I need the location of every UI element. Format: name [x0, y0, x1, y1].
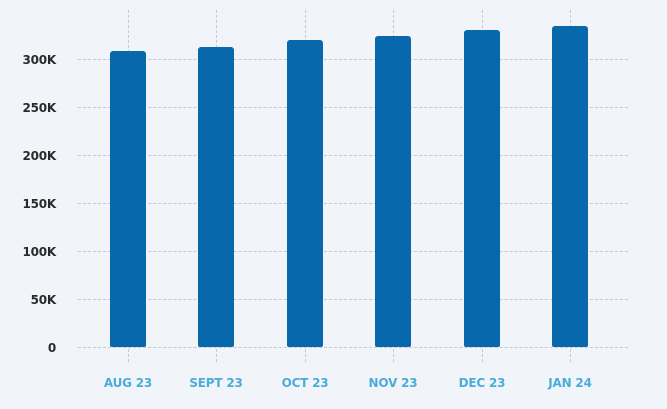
x-axis-tick-label: JAN 24 [548, 376, 592, 390]
x-axis-tick-label: DEC 23 [458, 376, 506, 390]
gridline-horizontal [78, 203, 628, 204]
bar-oct-23[interactable] [287, 40, 323, 347]
y-axis-tick-label: 200K [22, 149, 56, 163]
bar-dec-23[interactable] [464, 30, 500, 347]
y-axis-tick-label: 150K [22, 197, 56, 211]
gridline-horizontal [78, 107, 628, 108]
y-axis-tick-label: 300K [22, 53, 56, 67]
gridline-horizontal [78, 251, 628, 252]
y-axis-tick-label: 0 [47, 341, 56, 355]
x-axis-tick-label: AUG 23 [103, 376, 153, 390]
y-axis-tick-label: 250K [22, 101, 56, 115]
bar-nov-23[interactable] [375, 36, 411, 347]
bar-sept-23[interactable] [198, 47, 234, 347]
gridline-horizontal [78, 299, 628, 300]
y-axis-tick-label: 50K [30, 293, 57, 307]
x-axis-tick-label: SEPT 23 [189, 376, 243, 390]
x-axis-tick-label: OCT 23 [281, 376, 329, 390]
bar-jan-24[interactable] [552, 26, 588, 347]
y-axis-tick-label: 100K [22, 245, 56, 259]
gridline-horizontal [78, 347, 628, 348]
x-axis-tick-label: NOV 23 [368, 376, 418, 390]
gridline-horizontal [78, 59, 628, 60]
gridline-horizontal [78, 155, 628, 156]
bar-aug-23[interactable] [110, 51, 146, 347]
